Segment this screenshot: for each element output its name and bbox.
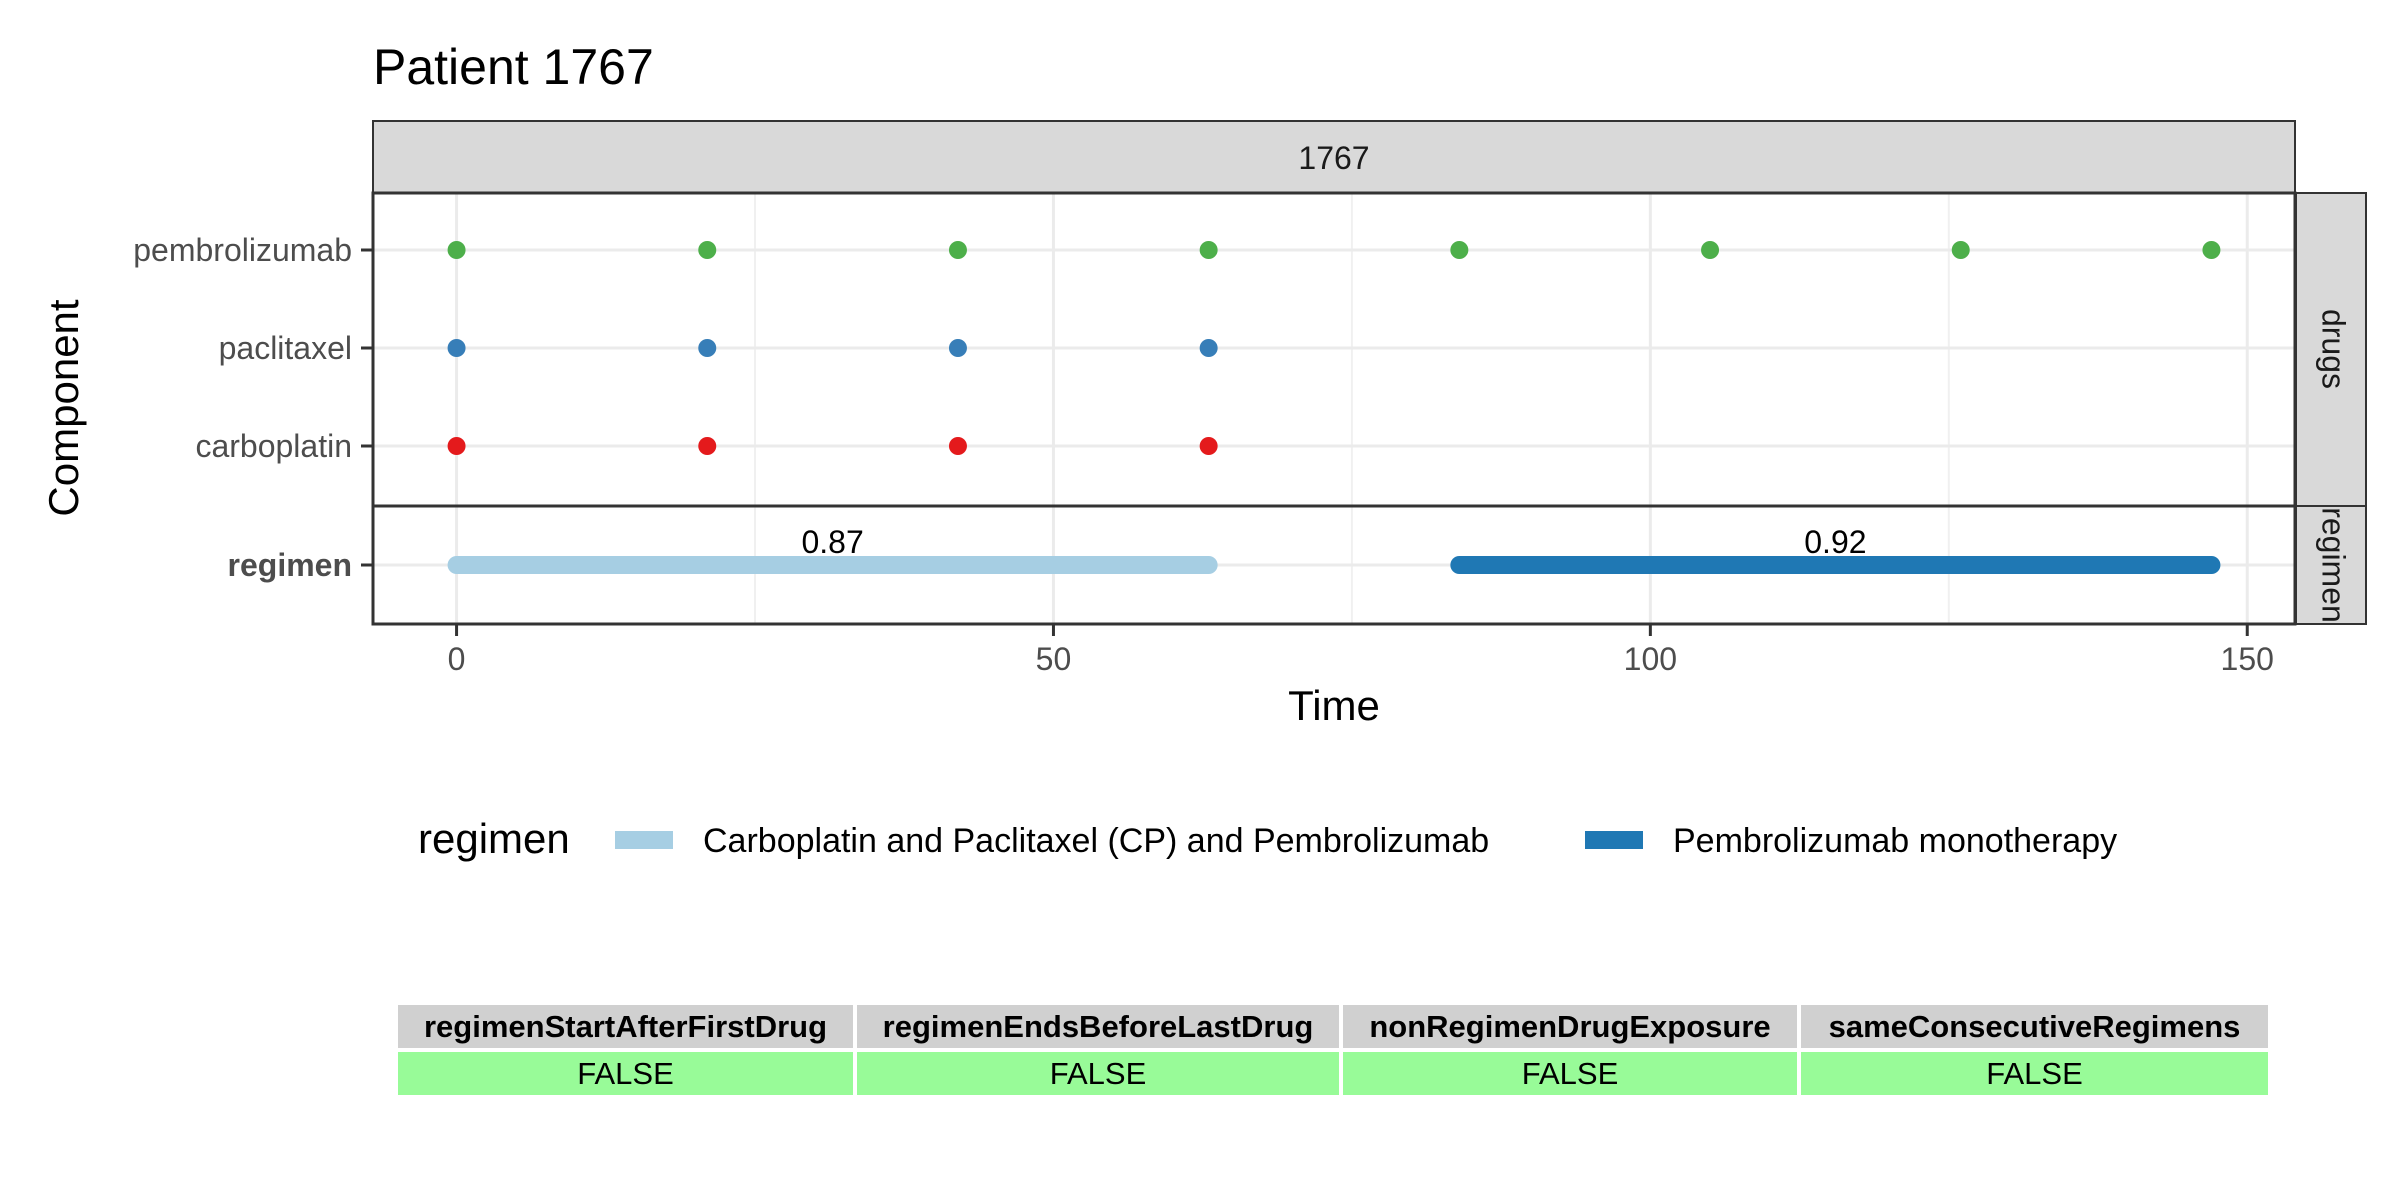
legend-key bbox=[615, 831, 673, 849]
facet-strip-drugs-label: drugs bbox=[2316, 309, 2352, 389]
legend-title: regimen bbox=[418, 815, 570, 862]
regimen-score-label: 0.92 bbox=[1804, 524, 1866, 560]
drug-dose-point-carboplatin bbox=[1199, 437, 1218, 455]
table-value-cell: FALSE bbox=[1801, 1052, 2268, 1095]
facet-strip-top-label: 1767 bbox=[1298, 140, 1369, 176]
y-tick-label-regimen: regimen bbox=[228, 547, 352, 583]
facet-strip-regimen-label: regimen bbox=[2316, 507, 2352, 623]
drug-dose-point-pembrolizumab bbox=[1701, 241, 1720, 259]
x-tick-label: 0 bbox=[448, 641, 466, 677]
y-axis: pembrolizumab paclitaxel carboplatin regime… bbox=[133, 232, 373, 583]
x-tick-label: 100 bbox=[1624, 641, 1677, 677]
facet-strip-drugs bbox=[2295, 192, 2367, 507]
drug-dose-point-pembrolizumab bbox=[2202, 241, 2221, 259]
x-tick-label: 50 bbox=[1036, 641, 1072, 677]
drug-dose-point-paclitaxel bbox=[698, 339, 717, 357]
regimen-score-label: 0.87 bbox=[801, 524, 863, 560]
table-column: regimenEndsBeforeLastDrug FALSE bbox=[857, 1005, 1339, 1095]
table-value-cell: FALSE bbox=[1343, 1052, 1797, 1095]
table-column: sameConsecutiveRegimens FALSE bbox=[1801, 1005, 2268, 1095]
y-tick-label-paclitaxel: paclitaxel bbox=[219, 330, 352, 366]
drug-dose-point-paclitaxel bbox=[1199, 339, 1218, 357]
drug-dose-point-pembrolizumab bbox=[948, 241, 967, 259]
drug-dose-point-carboplatin bbox=[447, 437, 466, 455]
drug-dose-point-pembrolizumab bbox=[1199, 241, 1218, 259]
legend: regimen Carboplatin and Paclitaxel (CP) a… bbox=[418, 815, 2117, 862]
table-header-cell: nonRegimenDrugExposure bbox=[1343, 1005, 1797, 1048]
y-tick-label-carboplatin: carboplatin bbox=[195, 428, 352, 464]
x-tick-label: 150 bbox=[2221, 641, 2274, 677]
drug-dose-point-pembrolizumab bbox=[1951, 241, 1970, 259]
drug-dose-point-carboplatin bbox=[698, 437, 717, 455]
chart-title: Patient 1767 bbox=[373, 39, 654, 95]
table-header-cell: sameConsecutiveRegimens bbox=[1801, 1005, 2268, 1048]
y-axis-title: Component bbox=[40, 299, 87, 516]
facet-strip-regimen bbox=[2295, 505, 2367, 625]
drug-dose-point-pembrolizumab bbox=[447, 241, 466, 259]
table-column: nonRegimenDrugExposure FALSE bbox=[1343, 1005, 1797, 1095]
drug-dose-point-carboplatin bbox=[948, 437, 967, 455]
drug-dose-point-paclitaxel bbox=[447, 339, 466, 357]
drug-dose-point-pembrolizumab bbox=[698, 241, 717, 259]
table-header-cell: regimenStartAfterFirstDrug bbox=[398, 1005, 853, 1048]
legend-label: Carboplatin and Paclitaxel (CP) and Pemb… bbox=[703, 822, 1489, 860]
drugs-panel-grid bbox=[373, 193, 2295, 506]
drug-dose-point-pembrolizumab bbox=[1450, 241, 1469, 259]
x-axis-title: Time bbox=[1288, 682, 1380, 729]
y-tick-label-pembrolizumab: pembrolizumab bbox=[133, 232, 352, 268]
x-axis: 0 50 100 150 bbox=[448, 624, 2274, 677]
legend-key bbox=[1585, 831, 1643, 849]
table-column: regimenStartAfterFirstDrug FALSE bbox=[398, 1005, 853, 1095]
legend-label: Pembrolizumab monotherapy bbox=[1673, 822, 2117, 860]
table-value-cell: FALSE bbox=[398, 1052, 853, 1095]
chart-marks: 0.87 0.92 bbox=[447, 241, 2221, 574]
table-header-cell: regimenEndsBeforeLastDrug bbox=[857, 1005, 1339, 1048]
regimen-flags-table: regimenStartAfterFirstDrug FALSE regimenEn… bbox=[398, 1005, 2268, 1095]
table-value-cell: FALSE bbox=[857, 1052, 1339, 1095]
facet-strip-top bbox=[372, 120, 2296, 194]
drug-dose-point-paclitaxel bbox=[948, 339, 967, 357]
